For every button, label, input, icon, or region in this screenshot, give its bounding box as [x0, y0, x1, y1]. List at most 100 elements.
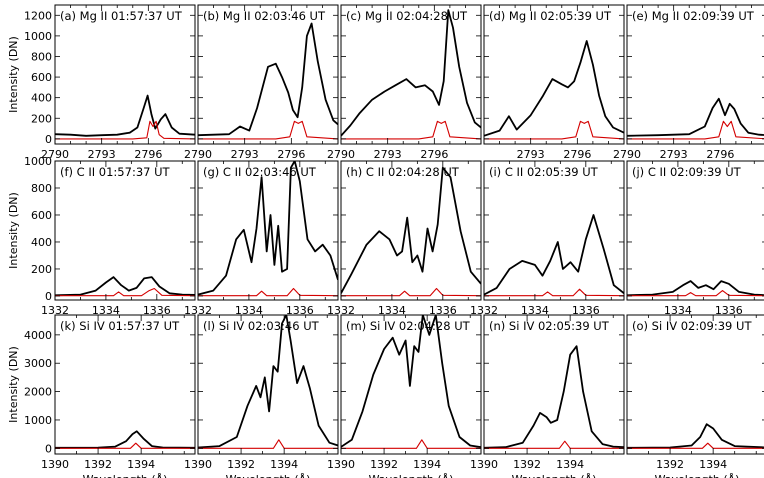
model-spectrum-line	[484, 120, 624, 140]
x-axis-label: Wavelength (Å)	[369, 473, 454, 478]
x-tick-label: 1332	[41, 304, 69, 317]
panel-1: 2790 2793 2796 0 200 400 600 800 1000 1200 (a) Mg …	[7, 4, 196, 161]
model-spectrum-line	[55, 120, 195, 140]
model-spectrum-line	[627, 442, 764, 449]
panel-title: (j) C II 02:09:39 UT	[632, 165, 742, 179]
plot-frame	[483, 4, 625, 145]
y-tick-label: 1000	[24, 414, 52, 427]
model-spectrum-line	[484, 440, 624, 449]
x-axis-label: Wavelength (Å)	[226, 473, 311, 478]
model-spectrum-line	[198, 439, 338, 449]
panel-title: (l) Si IV 02:03:46 UT	[203, 319, 320, 333]
panel-title: (o) Si IV 02:09:39 UT	[632, 319, 752, 333]
panel-title: (d) Mg II 02:05:39 UT	[489, 9, 612, 23]
plot-frame	[54, 160, 196, 301]
plot-frame	[197, 314, 339, 455]
plot-frame	[54, 4, 196, 145]
x-tick-label: 1390	[184, 458, 212, 471]
x-tick-label: 1392	[656, 458, 684, 471]
observed-spectrum-line	[627, 97, 764, 137]
panel-title: (k) Si IV 01:57:37 UT	[60, 319, 180, 333]
x-axis-label: Wavelength (Å)	[83, 473, 168, 478]
y-tick-label: 200	[31, 112, 52, 125]
model-spectrum-line	[198, 287, 338, 297]
x-tick-label: 2796	[563, 148, 591, 161]
model-spectrum-line	[341, 120, 481, 140]
model-spectrum-line	[55, 442, 195, 449]
x-tick-label: 2790	[327, 148, 355, 161]
y-tick-label: 800	[31, 182, 52, 195]
x-tick-label: 1334	[235, 304, 263, 317]
model-spectrum-line	[627, 290, 764, 297]
plot-frame	[340, 160, 482, 301]
observed-spectrum-line	[198, 22, 338, 137]
plot-frame	[483, 160, 625, 301]
x-axis-label: Wavelength (Å)	[512, 473, 597, 478]
x-tick-label: 2796	[420, 148, 448, 161]
x-tick-label: 1336	[143, 304, 171, 317]
x-tick-label: 1336	[429, 304, 457, 317]
observed-spectrum-line	[55, 94, 195, 137]
x-tick-label: 1392	[227, 458, 255, 471]
panel-title: (e) Mg II 02:09:39 UT	[632, 9, 755, 23]
x-tick-label: 2796	[706, 148, 734, 161]
y-tick-label: 4000	[24, 329, 52, 342]
observed-spectrum-line	[484, 214, 624, 296]
panel-11: 1390 1392 1394 0 1000 2000 3000 4000 (k) Si IV 0…	[7, 314, 196, 478]
panel-title: (n) Si IV 02:05:39 UT	[489, 319, 610, 333]
x-tick-label: 1334	[378, 304, 406, 317]
panel-title: (a) Mg II 01:57:37 UT	[60, 9, 183, 23]
x-tick-label: 1336	[286, 304, 314, 317]
panel-8: 1332 1334 1336 (h) C II 02:04:28 UT	[327, 160, 482, 317]
x-tick-label: 1392	[370, 458, 398, 471]
panel-title: (i) C II 02:05:39 UT	[489, 165, 599, 179]
y-tick-label: 600	[31, 71, 52, 84]
observed-spectrum-line	[55, 276, 195, 297]
observed-spectrum-line	[198, 315, 338, 449]
model-spectrum-line	[55, 287, 195, 297]
observed-spectrum-line	[627, 280, 764, 297]
x-tick-label: 2793	[231, 148, 259, 161]
y-tick-label: 0	[45, 133, 52, 146]
x-tick-label: 1394	[127, 458, 155, 471]
y-tick-label: 2000	[24, 386, 52, 399]
y-tick-label: 1000	[24, 155, 52, 168]
y-tick-label: 400	[31, 236, 52, 249]
panel-2: 2790 2793 2796 (b) Mg II 02:03:46 UT	[184, 4, 339, 161]
plot-frame	[197, 160, 339, 301]
plot-frame	[626, 4, 764, 145]
x-tick-label: 1334	[92, 304, 120, 317]
y-axis-label: Intensity (DN)	[7, 346, 20, 423]
observed-spectrum-line	[341, 9, 481, 137]
model-spectrum-line	[627, 120, 764, 140]
x-tick-label: 1334	[664, 304, 692, 317]
x-tick-label: 1336	[572, 304, 600, 317]
y-tick-label: 1000	[24, 30, 52, 43]
x-tick-label: 1390	[470, 458, 498, 471]
panel-13: 1390 1392 1394 (m) Si IV 02:04:28 UT Wavelen…	[327, 314, 482, 478]
panel-14: 1390 1392 1394 (n) Si IV 02:05:39 UT Wavelen…	[470, 314, 625, 478]
observed-spectrum-line	[627, 423, 764, 449]
x-tick-label: 1334	[521, 304, 549, 317]
plot-frame	[340, 4, 482, 145]
x-tick-label: 2793	[88, 148, 116, 161]
panel-6: 1332 1334 1336 0 200 400 600 800 1000 (f) C II 01…	[7, 155, 196, 317]
x-tick-label: 2790	[41, 148, 69, 161]
plot-frame	[54, 314, 196, 455]
x-tick-label: 2793	[517, 148, 545, 161]
panel-15: 1392 1394 (o) Si IV 02:09:39 UT Wavelength …	[626, 314, 764, 478]
model-spectrum-line	[341, 439, 481, 449]
y-axis-label: Intensity (DN)	[7, 192, 20, 269]
panel-9: 1332 1334 1336 (i) C II 02:05:39 UT	[470, 160, 625, 317]
panel-title: (f) C II 01:57:37 UT	[60, 165, 171, 179]
x-tick-label: 1394	[270, 458, 298, 471]
y-tick-label: 1200	[24, 9, 52, 22]
model-spectrum-line	[198, 120, 338, 140]
panel-title: (c) Mg II 02:04:28 UT	[346, 9, 468, 23]
x-tick-label: 1394	[556, 458, 584, 471]
panel-3: 2790 2793 2796 (c) Mg II 02:04:28 UT	[327, 4, 482, 161]
plot-frame	[483, 314, 625, 455]
x-tick-label: 2790	[184, 148, 212, 161]
x-tick-label: 2793	[374, 148, 402, 161]
